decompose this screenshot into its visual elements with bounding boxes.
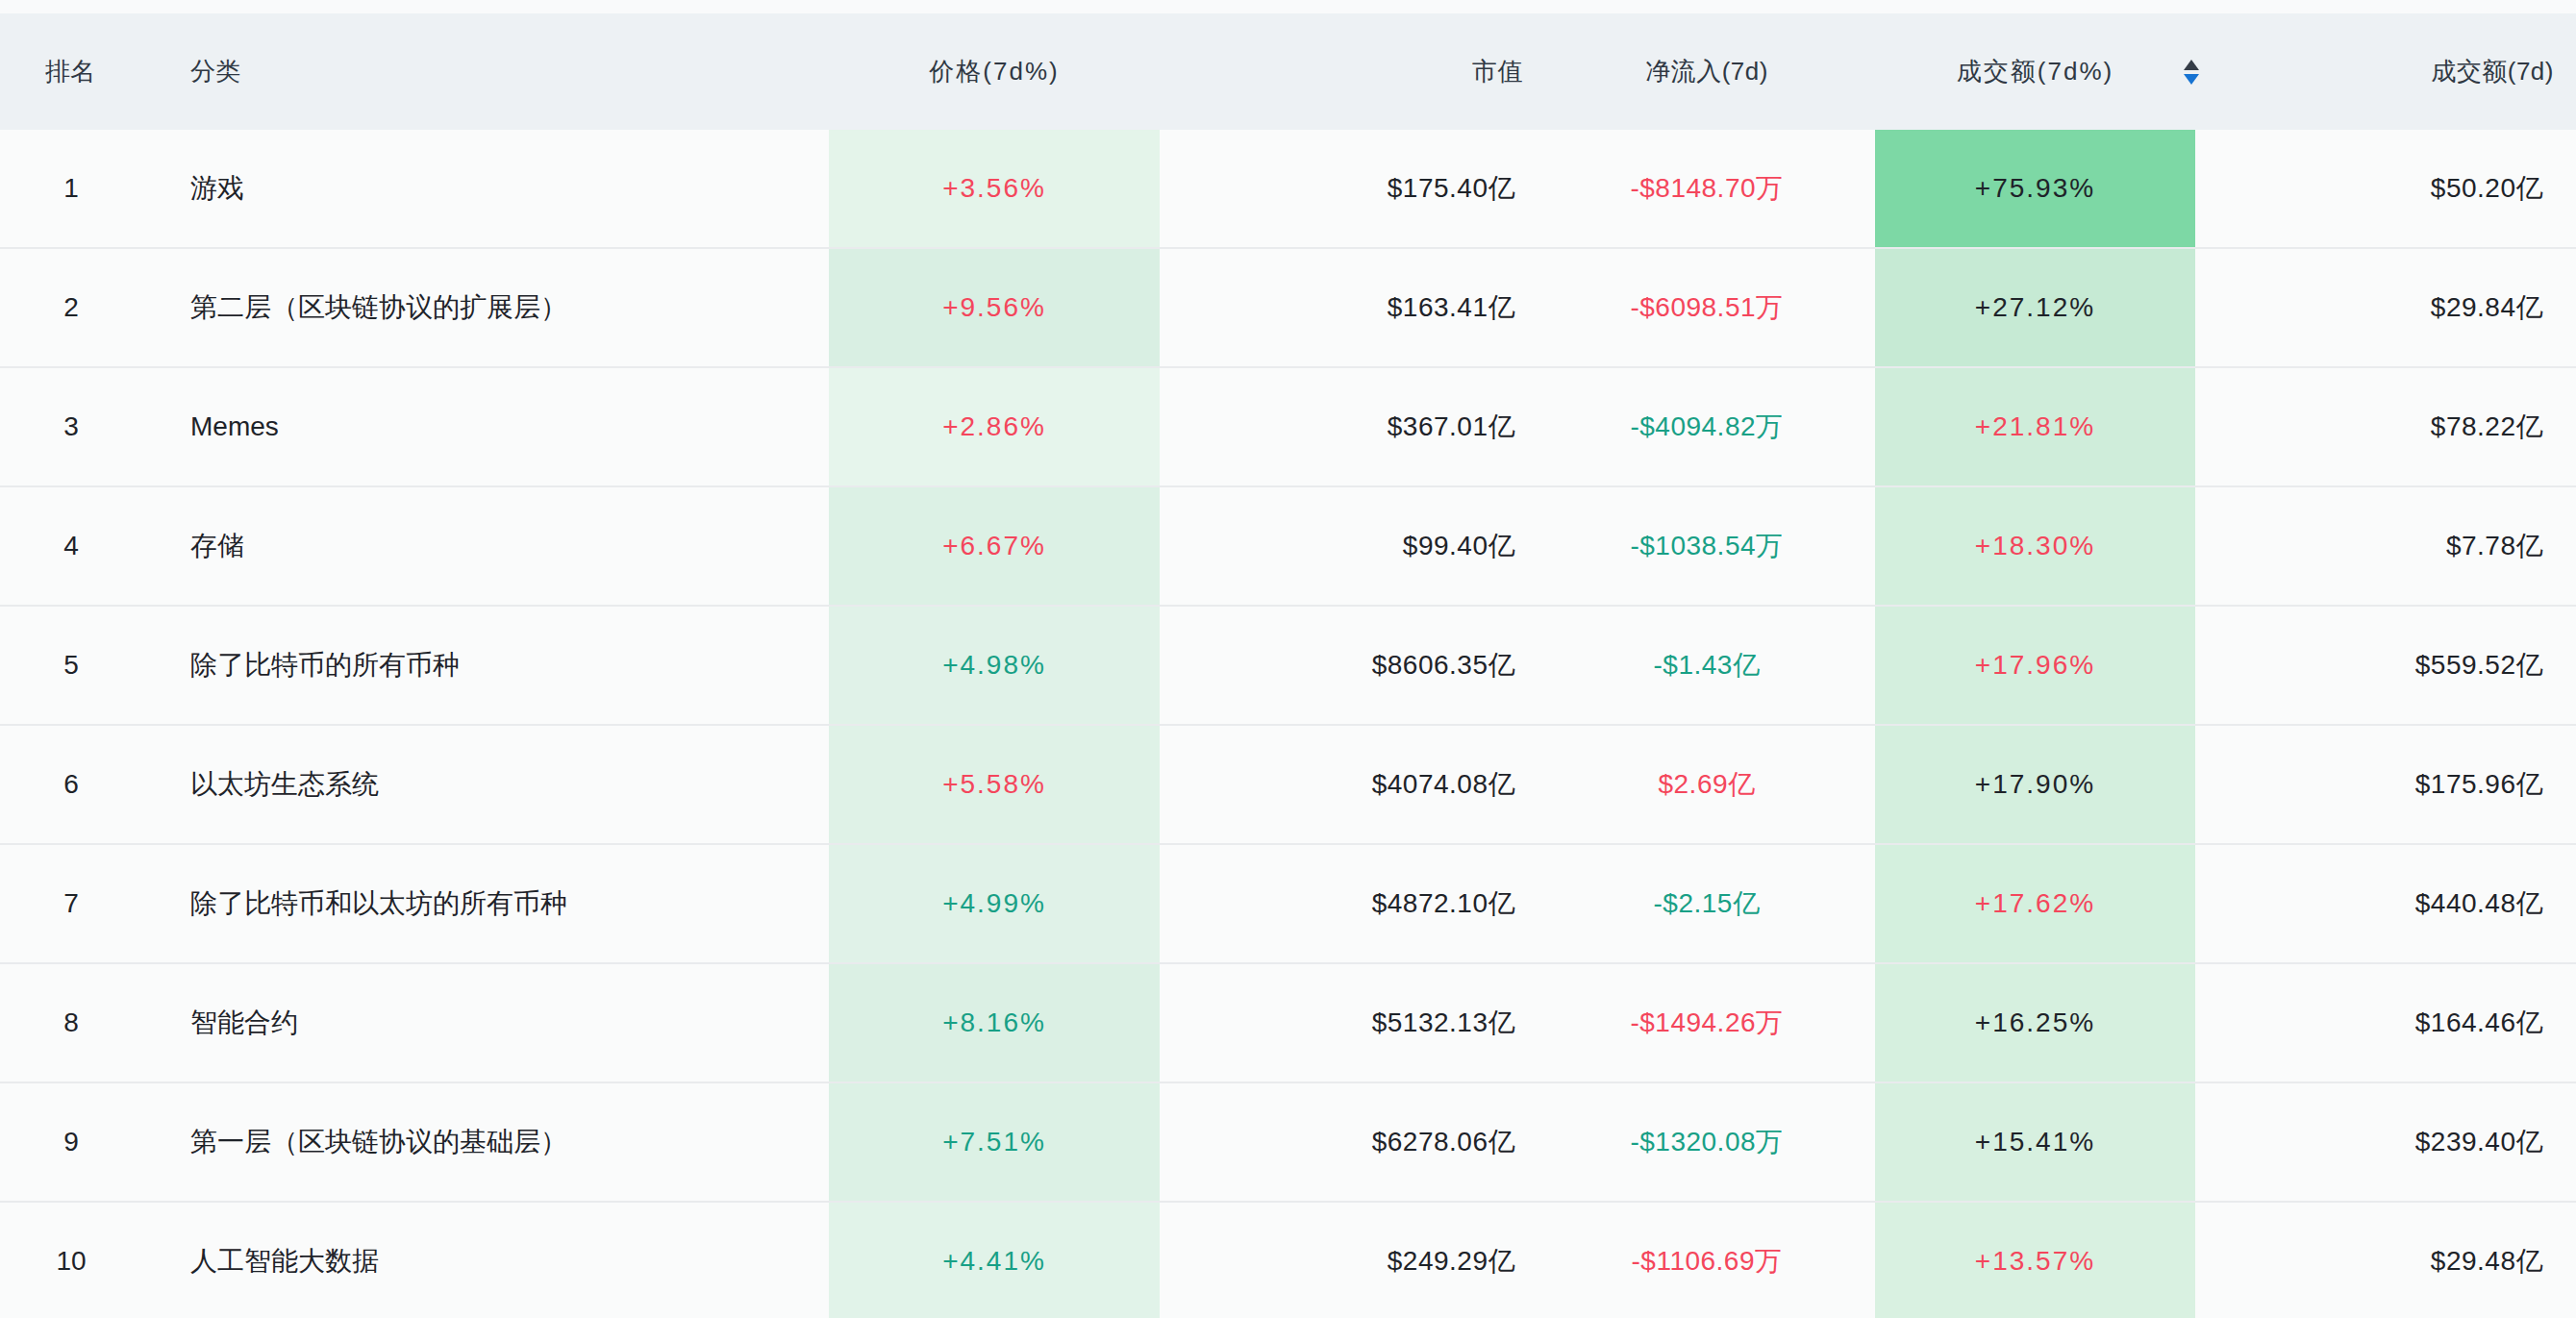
net-inflow-cell: -$1320.08万 (1538, 1083, 1875, 1201)
crypto-category-table: 排名 分类 价格(7d%) 市值 净流入(7d) 成交额(7d%) 成交额(7d… (0, 0, 2576, 1318)
table-row[interactable]: 6 以太坊生态系统 +5.58% $4074.08亿 $2.69亿 +17.90… (0, 724, 2576, 843)
market-cap-cell: $99.40亿 (1160, 487, 1538, 605)
volume-pct-cell: +21.81% (1875, 368, 2195, 485)
header-net-inflow[interactable]: 净流入(7d) (1538, 13, 1875, 130)
sort-asc-icon (2184, 60, 2199, 70)
category-cell[interactable]: 除了比特币和以太坊的所有币种 (154, 845, 829, 962)
category-cell[interactable]: 游戏 (154, 130, 829, 247)
rank-cell: 6 (0, 726, 154, 843)
category-cell[interactable]: 智能合约 (154, 964, 829, 1082)
volume-pct-cell: +16.25% (1875, 964, 2195, 1082)
table-row[interactable]: 5 除了比特币的所有币种 +4.98% $8606.35亿 -$1.43亿 +1… (0, 605, 2576, 724)
table-row[interactable]: 8 智能合约 +8.16% $5132.13亿 -$1494.26万 +16.2… (0, 962, 2576, 1082)
table-row[interactable]: 10 人工智能大数据 +4.41% $249.29亿 -$1106.69万 +1… (0, 1201, 2576, 1318)
price-change-cell: +4.98% (829, 607, 1160, 724)
volume-cell: $440.48亿 (2195, 845, 2576, 962)
category-cell[interactable]: 第一层（区块链协议的基础层） (154, 1083, 829, 1201)
market-cap-cell: $367.01亿 (1160, 368, 1538, 485)
price-change-cell: +8.16% (829, 964, 1160, 1082)
top-strip (0, 0, 2576, 13)
rank-cell: 9 (0, 1083, 154, 1201)
volume-cell: $559.52亿 (2195, 607, 2576, 724)
volume-pct-cell: +15.41% (1875, 1083, 2195, 1201)
rank-cell: 8 (0, 964, 154, 1082)
volume-pct-cell: +17.90% (1875, 726, 2195, 843)
net-inflow-cell: -$1038.54万 (1538, 487, 1875, 605)
volume-pct-cell: +17.96% (1875, 607, 2195, 724)
net-inflow-cell: -$1106.69万 (1538, 1203, 1875, 1318)
table-row[interactable]: 7 除了比特币和以太坊的所有币种 +4.99% $4872.10亿 -$2.15… (0, 843, 2576, 962)
header-volume-7d[interactable]: 成交额(7d) (2195, 13, 2576, 130)
rank-cell: 10 (0, 1203, 154, 1318)
net-inflow-cell: -$4094.82万 (1538, 368, 1875, 485)
market-cap-cell: $4074.08亿 (1160, 726, 1538, 843)
rank-cell: 1 (0, 130, 154, 247)
table-row[interactable]: 9 第一层（区块链协议的基础层） +7.51% $6278.06亿 -$1320… (0, 1082, 2576, 1201)
price-change-cell: +9.56% (829, 249, 1160, 366)
volume-cell: $50.20亿 (2195, 130, 2576, 247)
header-volume-pct[interactable]: 成交额(7d%) (1875, 13, 2195, 130)
table-header-row: 排名 分类 价格(7d%) 市值 净流入(7d) 成交额(7d%) 成交额(7d… (0, 13, 2576, 130)
header-rank: 排名 (0, 13, 154, 130)
market-cap-cell: $163.41亿 (1160, 249, 1538, 366)
price-change-cell: +6.67% (829, 487, 1160, 605)
table-body: 1 游戏 +3.56% $175.40亿 -$8148.70万 +75.93% … (0, 130, 2576, 1318)
sort-desc-icon (2184, 74, 2199, 85)
volume-cell: $7.78亿 (2195, 487, 2576, 605)
volume-pct-cell: +13.57% (1875, 1203, 2195, 1318)
volume-cell: $29.48亿 (2195, 1203, 2576, 1318)
category-cell[interactable]: 以太坊生态系统 (154, 726, 829, 843)
category-cell[interactable]: 人工智能大数据 (154, 1203, 829, 1318)
price-change-cell: +4.99% (829, 845, 1160, 962)
rank-cell: 4 (0, 487, 154, 605)
market-cap-cell: $8606.35亿 (1160, 607, 1538, 724)
header-category: 分类 (154, 13, 829, 130)
market-cap-cell: $249.29亿 (1160, 1203, 1538, 1318)
header-price-7d[interactable]: 价格(7d%) (829, 13, 1160, 130)
category-cell[interactable]: 除了比特币的所有币种 (154, 607, 829, 724)
table-row[interactable]: 2 第二层（区块链协议的扩展层） +9.56% $163.41亿 -$6098.… (0, 247, 2576, 366)
category-cell[interactable]: Memes (154, 368, 829, 485)
market-cap-cell: $175.40亿 (1160, 130, 1538, 247)
net-inflow-cell: -$6098.51万 (1538, 249, 1875, 366)
market-cap-cell: $4872.10亿 (1160, 845, 1538, 962)
price-change-cell: +5.58% (829, 726, 1160, 843)
rank-cell: 5 (0, 607, 154, 724)
sort-icon[interactable] (2184, 50, 2199, 93)
table-row[interactable]: 4 存储 +6.67% $99.40亿 -$1038.54万 +18.30% $… (0, 485, 2576, 605)
volume-pct-cell: +18.30% (1875, 487, 2195, 605)
volume-pct-cell: +75.93% (1875, 130, 2195, 247)
market-cap-cell: $5132.13亿 (1160, 964, 1538, 1082)
net-inflow-cell: -$8148.70万 (1538, 130, 1875, 247)
price-change-cell: +4.41% (829, 1203, 1160, 1318)
price-change-cell: +7.51% (829, 1083, 1160, 1201)
category-cell[interactable]: 第二层（区块链协议的扩展层） (154, 249, 829, 366)
volume-cell: $78.22亿 (2195, 368, 2576, 485)
volume-cell: $239.40亿 (2195, 1083, 2576, 1201)
volume-pct-cell: +17.62% (1875, 845, 2195, 962)
rank-cell: 7 (0, 845, 154, 962)
category-cell[interactable]: 存储 (154, 487, 829, 605)
net-inflow-cell: $2.69亿 (1538, 726, 1875, 843)
price-change-cell: +3.56% (829, 130, 1160, 247)
net-inflow-cell: -$2.15亿 (1538, 845, 1875, 962)
volume-cell: $175.96亿 (2195, 726, 2576, 843)
net-inflow-cell: -$1.43亿 (1538, 607, 1875, 724)
rank-cell: 2 (0, 249, 154, 366)
market-cap-cell: $6278.06亿 (1160, 1083, 1538, 1201)
net-inflow-cell: -$1494.26万 (1538, 964, 1875, 1082)
table-row[interactable]: 3 Memes +2.86% $367.01亿 -$4094.82万 +21.8… (0, 366, 2576, 485)
price-change-cell: +2.86% (829, 368, 1160, 485)
volume-pct-cell: +27.12% (1875, 249, 2195, 366)
volume-cell: $164.46亿 (2195, 964, 2576, 1082)
volume-cell: $29.84亿 (2195, 249, 2576, 366)
header-market-cap[interactable]: 市值 (1160, 13, 1538, 130)
rank-cell: 3 (0, 368, 154, 485)
table-row[interactable]: 1 游戏 +3.56% $175.40亿 -$8148.70万 +75.93% … (0, 130, 2576, 247)
